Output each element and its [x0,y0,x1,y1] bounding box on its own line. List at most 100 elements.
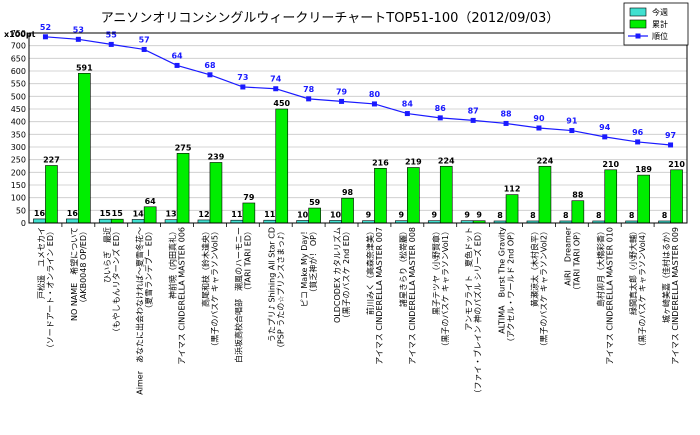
chart-title: アニソンオリコンシングルウィークリーチャートTOP51-100（2012/09/… [101,11,560,26]
category-label-line: 前川みく（高森奈津美） [365,227,375,315]
this-week-value-label: 8 [530,211,536,220]
bar-cumulative [538,165,552,224]
this-week-value-label: 9 [366,211,372,220]
y-tick-label: 650 [11,54,26,63]
rank-value-label: 53 [73,25,84,34]
category-label-line: Aimer あなたに出会わなければ～夏雪冬花～ [135,227,145,395]
rank-marker [536,125,542,131]
category-label-line: 戸松遥 ユメセカイ [36,227,46,299]
rank-value-label: 68 [204,61,216,70]
bar-cumulative [110,218,124,224]
rank-line: 52 53 55 57 64 68 73 74 78 79 80 84 86 87 88 90 91 94 96 97 [40,23,676,148]
category-label: 神前暁（内田真礼） アイマス CINDERELLA MASTER 006 [168,227,187,365]
cumulative-value-label: 591 [76,63,93,72]
y-tick-label: 50 [16,206,26,215]
rank-value-label: 52 [40,23,51,32]
category-label: 緑間真太郎（小野大輔） （黒子のバスケ キャラソンVol4） [628,227,647,351]
category-label: 高尾和枝（鈴木達央） （黒子のバスケ キャラソンVol5） [200,227,219,351]
this-week-value-label: 8 [563,211,569,220]
rank-value-label: 97 [665,131,676,140]
y-tick-label: 150 [11,181,26,190]
this-week-value-label: 13 [165,210,176,219]
y-tick-label: 200 [11,168,26,177]
category-label-line: 諸星きらり（松嵜麗） [398,227,408,307]
category-label: 白浜坂高校合唱部 潮風のハーモニー （TARI TARI ED） [233,227,252,363]
cumulative-value-label: 210 [602,160,619,169]
rank-value-label: 55 [106,30,118,39]
rank-marker [569,128,575,134]
cumulative-value-label: 239 [208,152,225,161]
rank-polyline [45,36,671,146]
y-tick-label: 100 [11,194,26,203]
rank-marker [602,134,608,140]
category-label-line: 島村卯月（大橋彩香） [595,227,605,307]
this-week-value-label: 16 [34,209,46,218]
rank-marker [273,86,279,92]
legend-swatch-cumulative [629,19,647,29]
bar-cumulative [407,167,420,224]
category-label-line: （TARI TARI OP） [572,227,581,295]
category-label: 前川みく（高森奈津美） アイマス CINDERELLA MASTER 007 [365,227,384,365]
legend-swatch-this-week [629,7,647,17]
category-label-line: アイマス CINDERELLA MASTER 010 [605,227,614,365]
y-tick-label: 450 [11,105,26,114]
category-label-line: OLDCODEX カタルリズム [332,227,342,323]
cumulative-value-label: 227 [43,155,60,164]
category-label-line: ピコ Make My Day！ [300,227,309,307]
category-label-line: （黒子のバスケ キャラソンVol1） [441,227,450,351]
category-label: NO NAME 希望について （AKB0048 OP/ED） [69,227,88,321]
category-label: ピコ Make My Day！ （貧乏神が！ OP） [300,227,318,307]
cumulative-value-label: 216 [372,158,389,167]
y-tick-label: 300 [11,143,26,152]
category-label-line: （黒子のバスケ キャラソンVol5） [210,227,219,351]
rank-value-label: 94 [599,123,611,132]
this-week-value-label: 15 [100,209,112,218]
rank-marker [668,142,674,148]
category-label-line: （黒子のバスケ 2nd ED） [342,227,351,323]
category-label-line: （貧乏神が！ OP） [308,227,318,297]
cumulative-value-label: 189 [635,165,652,174]
category-label: 黒子テツヤ（小野賢章） （黒子のバスケ キャラソンVol1） [431,227,450,351]
rank-value-label: 84 [402,100,414,109]
this-week-value-label: 8 [662,211,668,220]
category-label-line: （黒子のバスケ キャラソンVol4） [638,227,647,351]
rank-value-label: 91 [566,117,578,126]
category-label: 黄瀬涼太（木村良平） （黒子のバスケ キャラソンVol2） [529,227,548,351]
category-label: アンモフライト 夏色ドット （ファイ・ブレイン 神のパズル シリーズ ED） [464,227,483,397]
this-week-value-label: 9 [464,211,470,220]
bar-cumulative [209,162,223,224]
rank-value-label: 74 [270,75,282,84]
category-labels: 戸松遥 ユメセカイ （ソードアート・オンライン ED） NO NAME 希望について… [36,226,680,397]
rank-marker [339,98,345,104]
category-label: Aimer あなたに出会わなければ～夏雪冬花～ （夏雪ランデブー ED） [135,227,154,395]
bar-cumulative [275,108,289,224]
grid [29,32,687,224]
rank-marker [635,139,641,145]
cumulative-value-label: 59 [309,198,321,207]
rank-marker [141,46,147,52]
category-label: 諸星きらり（松嵜麗） アイマス CINDERELLA MASTER 008 [398,227,417,365]
y-tick-label: 550 [11,80,26,89]
y-tick-label: 350 [11,130,26,139]
this-week-value-label: 8 [596,211,602,220]
bar-cumulative [670,169,683,224]
rank-value-label: 90 [533,114,545,123]
cumulative-value-label: 9 [476,211,482,220]
y-tick-label: 700 [11,42,26,51]
category-label-line: 緑間真太郎（小野大輔） [628,227,638,315]
bar-cumulative [505,194,519,224]
bar-cumulative [637,174,650,224]
category-label-line: （AKB0048 OP/ED） [79,227,88,307]
bar-cumulative [374,167,387,224]
rank-value-label: 57 [139,35,150,44]
category-label: ひいらぎ 最近 （もやしもんリターンズ ED） [102,227,121,336]
axes: 0 50 100 150 200 250 300 350 400 450 500 550 600 650 7… [11,29,688,228]
bar-cumulative [176,153,190,224]
y-tick-label: 400 [11,118,26,127]
rank-value-label: 73 [237,73,248,82]
bar-cumulative [604,169,618,224]
rank-marker [371,101,377,107]
